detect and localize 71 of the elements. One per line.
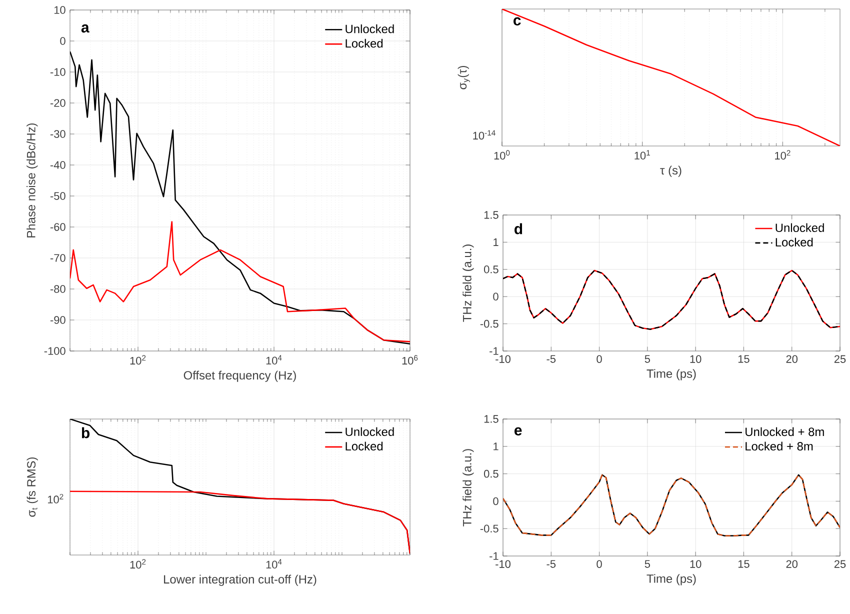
x-tick-label: 20 — [786, 355, 798, 363]
x-tick-label: 10 — [690, 560, 702, 568]
annotation: a — [81, 24, 90, 33]
y-tick-label: -0.5 — [480, 524, 498, 532]
y-tick-label: 0 — [60, 37, 66, 45]
y-axis-title: σ$_{t}$ (fs RMS) — [26, 457, 38, 517]
x-tick-label: 5 — [644, 355, 650, 363]
text: 10$^{-14}$ — [473, 130, 496, 140]
y-tick-label: 0.5 — [484, 266, 498, 274]
annotation: c — [514, 17, 521, 26]
y-tick-label: -60 — [50, 223, 66, 231]
legend-label: Locked + 8m — [746, 442, 813, 451]
x-tick-label: 15 — [738, 560, 750, 568]
x-tick-label: 10$^{4}$ — [266, 355, 282, 365]
x-tick-label: -5 — [546, 355, 556, 363]
legend-label: Unlocked — [346, 427, 394, 436]
y-axis-title: Phase noise (dBc/Hz) — [26, 123, 38, 238]
y-tick-label: -50 — [50, 192, 66, 200]
legend-label: Locked — [346, 38, 383, 48]
y-tick-label: 1.5 — [484, 211, 498, 219]
y-tick-label: -30 — [50, 130, 66, 138]
x-tick-label: 20 — [786, 560, 798, 568]
y-tick-label: 0.5 — [484, 470, 498, 478]
legend-label: Locked — [346, 442, 383, 450]
y-tick-label: -10 — [50, 68, 66, 76]
x-tick-label: 10$^{2}$ — [130, 559, 146, 569]
y-tick-label: -1 — [490, 552, 498, 560]
x-axis-title: Time (ps) — [646, 369, 696, 380]
x-tick-label: 25 — [834, 355, 846, 363]
legend-label: Unlocked + 8m — [746, 427, 824, 436]
y-tick-label: 1.5 — [484, 415, 498, 423]
y-tick-label: -0.5 — [480, 320, 498, 328]
legend-label: Unlocked — [346, 24, 394, 34]
x-tick-label: 0 — [596, 560, 602, 568]
y-tick-label: -70 — [50, 254, 66, 262]
annotation: b — [82, 427, 90, 438]
x-tick-label: 15 — [738, 355, 750, 363]
x-tick-label: -5 — [546, 560, 556, 568]
x-axis-title: Time (ps) — [646, 574, 696, 586]
x-tick-label: 10$^{1}$ — [634, 150, 650, 160]
x-tick-label: 10$^{4}$ — [266, 559, 282, 569]
y-tick-label: 1 — [494, 238, 498, 246]
x-tick-label: 0 — [596, 355, 602, 363]
y-tick-label: 0 — [493, 292, 498, 300]
text: 10$^{2}$ — [48, 494, 64, 504]
y-tick-label: -80 — [50, 285, 66, 293]
x-tick-label: 10$^{0}$ — [494, 150, 510, 160]
y-axis-title: σ$_{y}$(τ) — [458, 66, 470, 90]
legend-label: Locked — [776, 238, 813, 246]
y-axis-title: THz field (a.u.) — [462, 449, 474, 526]
legend-label: Unlocked — [776, 223, 824, 232]
y-tick-label: 1 — [494, 442, 498, 450]
y-tick-label: 10 — [54, 6, 66, 14]
x-tick-label: 5 — [644, 560, 650, 568]
y-tick-label: 0 — [493, 497, 498, 506]
x-tick-label: 10$^{6}$ — [402, 355, 418, 365]
y-tick-label: -100 — [44, 347, 66, 355]
annotation: d — [514, 223, 522, 234]
annotation: e — [514, 427, 522, 436]
x-axis-title: Lower integration cut-off (Hz) — [164, 574, 316, 586]
x-axis-title: τ (s) — [660, 166, 682, 177]
y-tick-label: -1 — [490, 347, 498, 355]
y-tick-label: -90 — [50, 316, 66, 324]
x-tick-label: 10$^{2}$ — [775, 150, 790, 160]
x-tick-label: 25 — [834, 560, 846, 568]
y-axis-title: THz field (a.u.) — [462, 244, 474, 322]
x-axis-title: Offset frequency (Hz) — [184, 370, 296, 382]
y-tick-label: -40 — [50, 161, 66, 169]
x-tick-label: 10$^{2}$ — [130, 355, 146, 365]
x-tick-label: 10 — [690, 355, 702, 363]
y-tick-label: -20 — [50, 99, 66, 107]
